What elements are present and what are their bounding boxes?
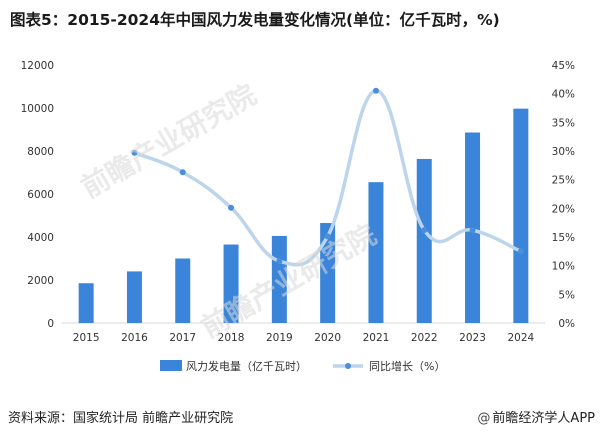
growth-point-2023 xyxy=(469,227,476,234)
x-tick-label: 2019 xyxy=(266,332,293,344)
at-icon: @ xyxy=(477,411,491,426)
y-right-tick-label: 15% xyxy=(552,232,575,244)
legend-bar-swatch xyxy=(160,360,182,371)
bar-2020 xyxy=(320,223,336,323)
bar-2015 xyxy=(78,283,94,323)
y-right-tick-label: 20% xyxy=(552,203,575,215)
legend-bar-label: 风力发电量（亿千瓦时） xyxy=(186,359,307,373)
y-left-tick-label: 4000 xyxy=(27,232,54,244)
legend-line-marker xyxy=(345,363,351,369)
y-right-tick-label: 5% xyxy=(558,289,575,301)
x-tick-label: 2023 xyxy=(459,332,486,344)
brand-name: 前瞻经济学人APP xyxy=(492,411,595,426)
growth-point-2018 xyxy=(228,204,235,211)
x-tick-label: 2024 xyxy=(507,332,534,344)
source-note: 资料来源：国家统计局 前瞻产业研究院 xyxy=(8,411,234,426)
brand-credit: @ 前瞻经济学人APP xyxy=(477,407,595,426)
bar-2016 xyxy=(126,271,142,323)
y-left-tick-label: 0 xyxy=(47,318,54,330)
x-tick-label: 2018 xyxy=(218,332,245,344)
y-left-tick-label: 6000 xyxy=(27,189,54,201)
bar-2018 xyxy=(223,244,239,323)
x-tick-label: 2016 xyxy=(121,332,148,344)
growth-point-2022 xyxy=(421,227,428,234)
x-tick-label: 2020 xyxy=(314,332,341,344)
y-right-tick-label: 0% xyxy=(558,318,575,330)
growth-point-2019 xyxy=(276,258,283,265)
growth-line xyxy=(133,89,522,267)
y-right-tick-label: 25% xyxy=(552,175,575,187)
growth-point-2016 xyxy=(131,149,138,156)
y-left-tick-label: 12000 xyxy=(21,60,54,72)
x-tick-label: 2022 xyxy=(411,332,438,344)
x-tick-label: 2015 xyxy=(73,332,100,344)
growth-point-2024 xyxy=(517,248,524,255)
y-left-tick-label: 8000 xyxy=(27,146,54,158)
y-right-tick-label: 30% xyxy=(552,146,575,158)
x-tick-label: 2017 xyxy=(169,332,196,344)
bar-2022 xyxy=(416,158,432,323)
x-tick-label: 2021 xyxy=(363,332,390,344)
growth-point-2020 xyxy=(324,233,331,240)
growth-point-2017 xyxy=(179,169,186,176)
bar-2017 xyxy=(175,258,191,323)
y-right-tick-label: 35% xyxy=(552,117,575,129)
y-right-tick-label: 10% xyxy=(552,261,575,273)
y-left-tick-label: 2000 xyxy=(27,275,54,287)
bar-2024 xyxy=(513,108,529,324)
growth-point-2021 xyxy=(372,87,379,94)
bar-2021 xyxy=(368,182,384,323)
legend-line-label: 同比增长（%） xyxy=(369,359,445,373)
y-left-tick-label: 10000 xyxy=(21,103,54,115)
y-right-tick-label: 45% xyxy=(552,60,575,72)
y-right-tick-label: 40% xyxy=(552,89,575,101)
chart-title: 图表5：2015-2024年中国风力发电量变化情况(单位：亿千瓦时，%) xyxy=(10,11,500,29)
